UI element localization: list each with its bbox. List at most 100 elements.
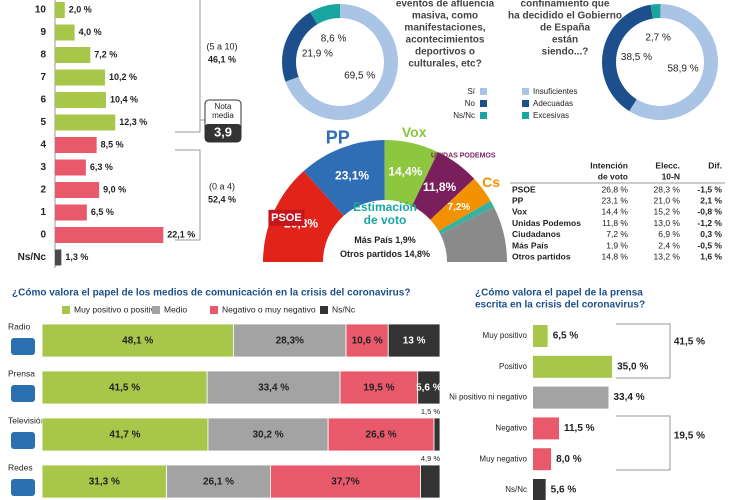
- table-cell: -1,2 %: [697, 218, 722, 228]
- legend-label: Medio: [164, 304, 187, 314]
- category-label: Muy positivo: [483, 331, 528, 340]
- value-label: 8,0 %: [556, 454, 582, 465]
- legend-label: Ns/Nc: [332, 304, 356, 314]
- column-header: Dif.: [708, 160, 722, 170]
- table-cell: -0,5 %: [697, 240, 722, 250]
- bar: [55, 182, 100, 198]
- bar-segment: [41, 464, 167, 499]
- table-cell: Otros partidos: [512, 251, 571, 261]
- table-cell: 13,2 %: [654, 251, 681, 261]
- table-cell: 14,8 %: [602, 251, 629, 261]
- column-header: Elecc.: [655, 160, 680, 170]
- legend-label: Excesivas: [533, 111, 569, 120]
- category-icon: [11, 479, 35, 496]
- legend-swatch: [522, 88, 529, 95]
- value-label: 2,0 %: [69, 4, 92, 14]
- question: eventos de afluencia: [396, 0, 495, 10]
- vote-segment: [430, 178, 491, 231]
- category-label: 10: [35, 5, 47, 16]
- bar-segment: [327, 417, 435, 452]
- value-label: 58,9 %: [667, 63, 698, 74]
- chart-title: escrita en la crisis del coronavirus?: [475, 300, 645, 311]
- category-label: 7: [40, 72, 46, 83]
- question: acontecimientos: [406, 35, 485, 46]
- bar: [533, 355, 613, 378]
- party-logo: PP: [326, 127, 350, 147]
- category-label: Ns/Nc: [18, 252, 47, 263]
- vote-segment: [303, 140, 385, 216]
- value-label: 38,5 %: [621, 52, 652, 63]
- bar-segment: [166, 464, 271, 499]
- category-label: 3: [40, 162, 46, 173]
- table-cell: Más País: [512, 240, 549, 250]
- category-label: 9: [40, 27, 46, 38]
- bar-segment: [41, 370, 208, 405]
- value-label: 12,3 %: [119, 117, 147, 127]
- bar-segment: [206, 370, 341, 405]
- legend-swatch: [210, 306, 218, 314]
- table-cell: Vox: [512, 207, 527, 217]
- table-cell: Ciudadanos: [512, 229, 561, 239]
- value-label: 9,0 %: [103, 184, 126, 194]
- group-share: 41,5 %: [674, 337, 705, 348]
- party-logo: PSOE: [271, 212, 302, 224]
- table-cell: PP: [512, 195, 524, 205]
- table-cell: 11,8 %: [602, 218, 628, 228]
- bracket: [616, 415, 671, 471]
- category-label: 0: [40, 230, 46, 241]
- bracket: [616, 323, 671, 379]
- group-range: (5 a 10): [206, 41, 237, 51]
- donut-segment: [602, 4, 653, 112]
- table-cell: Unidas Podemos: [512, 218, 581, 228]
- category-label: Prensa: [8, 368, 35, 378]
- table-cell: 13,0 %: [654, 218, 681, 228]
- column-header: 10-N: [662, 171, 680, 181]
- bar: [55, 204, 87, 221]
- value-label: 69,5 %: [344, 70, 375, 81]
- chart-title: de voto: [364, 213, 407, 227]
- table-cell: -1,5 %: [697, 184, 722, 194]
- vote-segment: [384, 140, 438, 207]
- category-label: 8: [40, 50, 46, 61]
- bar: [55, 159, 86, 176]
- party-name: Más País: [354, 235, 393, 245]
- table-cell: 21,0 %: [654, 195, 681, 205]
- category-icon: [11, 432, 35, 449]
- column-header: Intención: [590, 160, 628, 170]
- value-label: 41,5 %: [109, 383, 140, 394]
- legend-label: Negativo o muy negativo: [222, 304, 316, 314]
- table-cell: -0,8 %: [697, 207, 722, 217]
- party-share: 1,9%: [395, 235, 416, 245]
- donut-segment: [629, 4, 718, 120]
- donut-segment: [310, 4, 340, 25]
- question: de España: [540, 23, 590, 34]
- bar: [55, 24, 75, 41]
- group-share: 46,1 %: [208, 54, 236, 64]
- table-cell: 26,8 %: [602, 184, 629, 194]
- category-label: 2: [40, 185, 46, 196]
- question: manifestaciones,: [404, 23, 485, 34]
- value-label: 19,5 %: [363, 383, 394, 394]
- table-cell: 6,9 %: [658, 229, 680, 239]
- column-header: de voto: [598, 171, 628, 181]
- bar: [533, 448, 552, 471]
- table-cell: 1,6 %: [700, 251, 722, 261]
- party-name: Otros partidos: [340, 249, 402, 259]
- value-label: 22,1 %: [167, 229, 195, 239]
- table-cell: PSOE: [512, 184, 536, 194]
- party-logo: UNIDAS PODEMOS: [431, 153, 496, 160]
- table-cell: 1,9 %: [606, 240, 628, 250]
- bar-segment: [41, 417, 209, 452]
- party-share: 14,8%: [405, 249, 431, 259]
- table-cell: 23,1 %: [602, 195, 629, 205]
- legend-swatch: [480, 100, 487, 107]
- group-share: 19,5 %: [674, 431, 705, 442]
- question: confinamiento que: [521, 0, 610, 10]
- table-cell: 15,2 %: [654, 207, 681, 217]
- value-label: 5,6 %: [551, 485, 577, 496]
- bar: [55, 2, 65, 18]
- category-label: Redes: [8, 462, 33, 472]
- value-label: 2,7 %: [645, 33, 671, 44]
- category-label: 6: [40, 95, 46, 106]
- mean-box-fill: [205, 124, 241, 142]
